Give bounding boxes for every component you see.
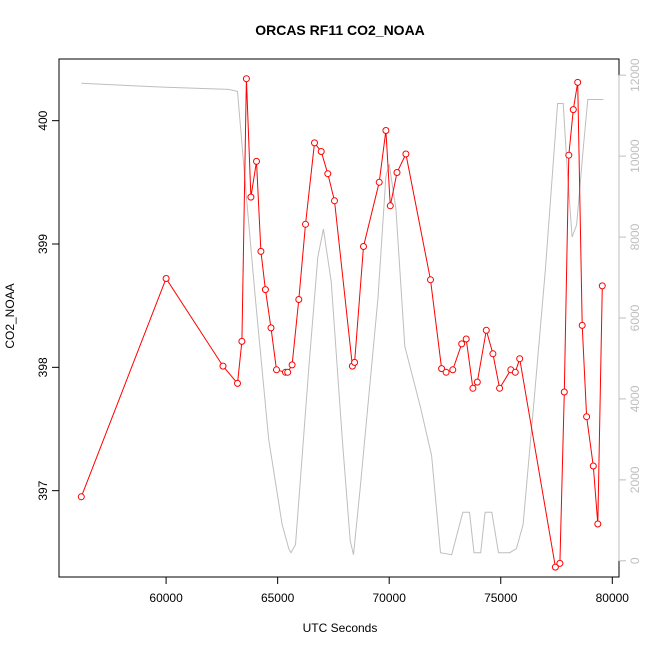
co2-point [253, 157, 260, 165]
co2-point [560, 388, 568, 396]
co2-point [317, 148, 325, 155]
co2-point [511, 368, 519, 376]
x-tick-label: 70000 [373, 591, 407, 605]
co2-point [360, 243, 367, 250]
x-tick-label: 75000 [484, 591, 518, 605]
co2-point [462, 335, 470, 343]
x-tick-label: 65000 [261, 591, 295, 605]
co2-point [382, 127, 390, 134]
co2-point [402, 150, 410, 158]
y-tick-label: 400 [36, 110, 50, 130]
co2-point [469, 384, 477, 392]
co2-point [442, 368, 450, 376]
y2-tick-label: 10000 [628, 139, 642, 173]
co2-point [473, 378, 481, 386]
y-axis: 397 398 399 400 [36, 110, 60, 501]
co2-point [375, 178, 383, 186]
co2-point [458, 340, 466, 348]
co2-point [438, 365, 446, 373]
y2-tick-label: 0 [628, 557, 642, 564]
co2-point [311, 139, 318, 147]
co2-point [574, 78, 582, 86]
co2-point [583, 413, 591, 421]
co2-point [589, 462, 597, 470]
co2-point [242, 75, 250, 83]
co2-point [302, 220, 309, 228]
co2-point [247, 193, 255, 201]
y2-tick-label: 6000 [628, 304, 642, 331]
y2-tick-label: 8000 [628, 223, 642, 250]
co2-point [219, 362, 227, 370]
co2-point [351, 358, 359, 366]
co2-point [295, 296, 303, 303]
y2-tick-label: 12000 [628, 58, 642, 92]
co2-point [261, 286, 269, 294]
x-axis-label: UTC Seconds [303, 621, 378, 635]
co2-point [288, 361, 296, 369]
co2-point [489, 350, 497, 358]
y2-tick-label: 2000 [628, 466, 642, 493]
x-tick-label: 60000 [149, 591, 183, 605]
co2-point [482, 326, 490, 334]
series-layer [77, 75, 606, 571]
co2-point [238, 337, 246, 345]
y2-tick-label: 4000 [628, 385, 642, 412]
plot-frame [58, 58, 620, 578]
co2-point [565, 151, 573, 159]
y-axis-label: CO2_NOAA [3, 283, 17, 348]
co2-point [578, 321, 586, 329]
co2-point [393, 169, 401, 176]
co2-point [267, 324, 275, 332]
y-tick-label: 399 [36, 234, 50, 254]
co2-point [496, 384, 504, 392]
chart-title: ORCAS RF11 CO2_NOAA [255, 22, 425, 38]
co2-point [77, 493, 85, 501]
x-axis: 60000 65000 70000 75000 80000 [149, 576, 630, 605]
co2-point [331, 197, 338, 205]
altitude-line [81, 82, 604, 556]
co2-point [273, 366, 280, 374]
co2-point [598, 282, 606, 290]
co2-line [80, 78, 603, 569]
co2-point [569, 106, 577, 114]
y2-axis-altitude: 0 2000 4000 6000 8000 10000 12000 [618, 58, 642, 564]
co2-point [234, 379, 241, 387]
co2-point [386, 202, 394, 210]
co2-point [284, 368, 292, 376]
co2-point [556, 559, 564, 567]
co2-point [324, 170, 332, 178]
co2-point [551, 563, 559, 571]
co2-point [427, 276, 434, 284]
y-tick-label: 398 [36, 357, 50, 377]
co2-point [594, 520, 602, 528]
co2-point [257, 247, 265, 255]
y-tick-label: 397 [36, 480, 50, 500]
co2-point [516, 355, 524, 363]
x-tick-label: 80000 [596, 591, 630, 605]
co2-point [162, 275, 170, 282]
co2-point [449, 366, 457, 374]
